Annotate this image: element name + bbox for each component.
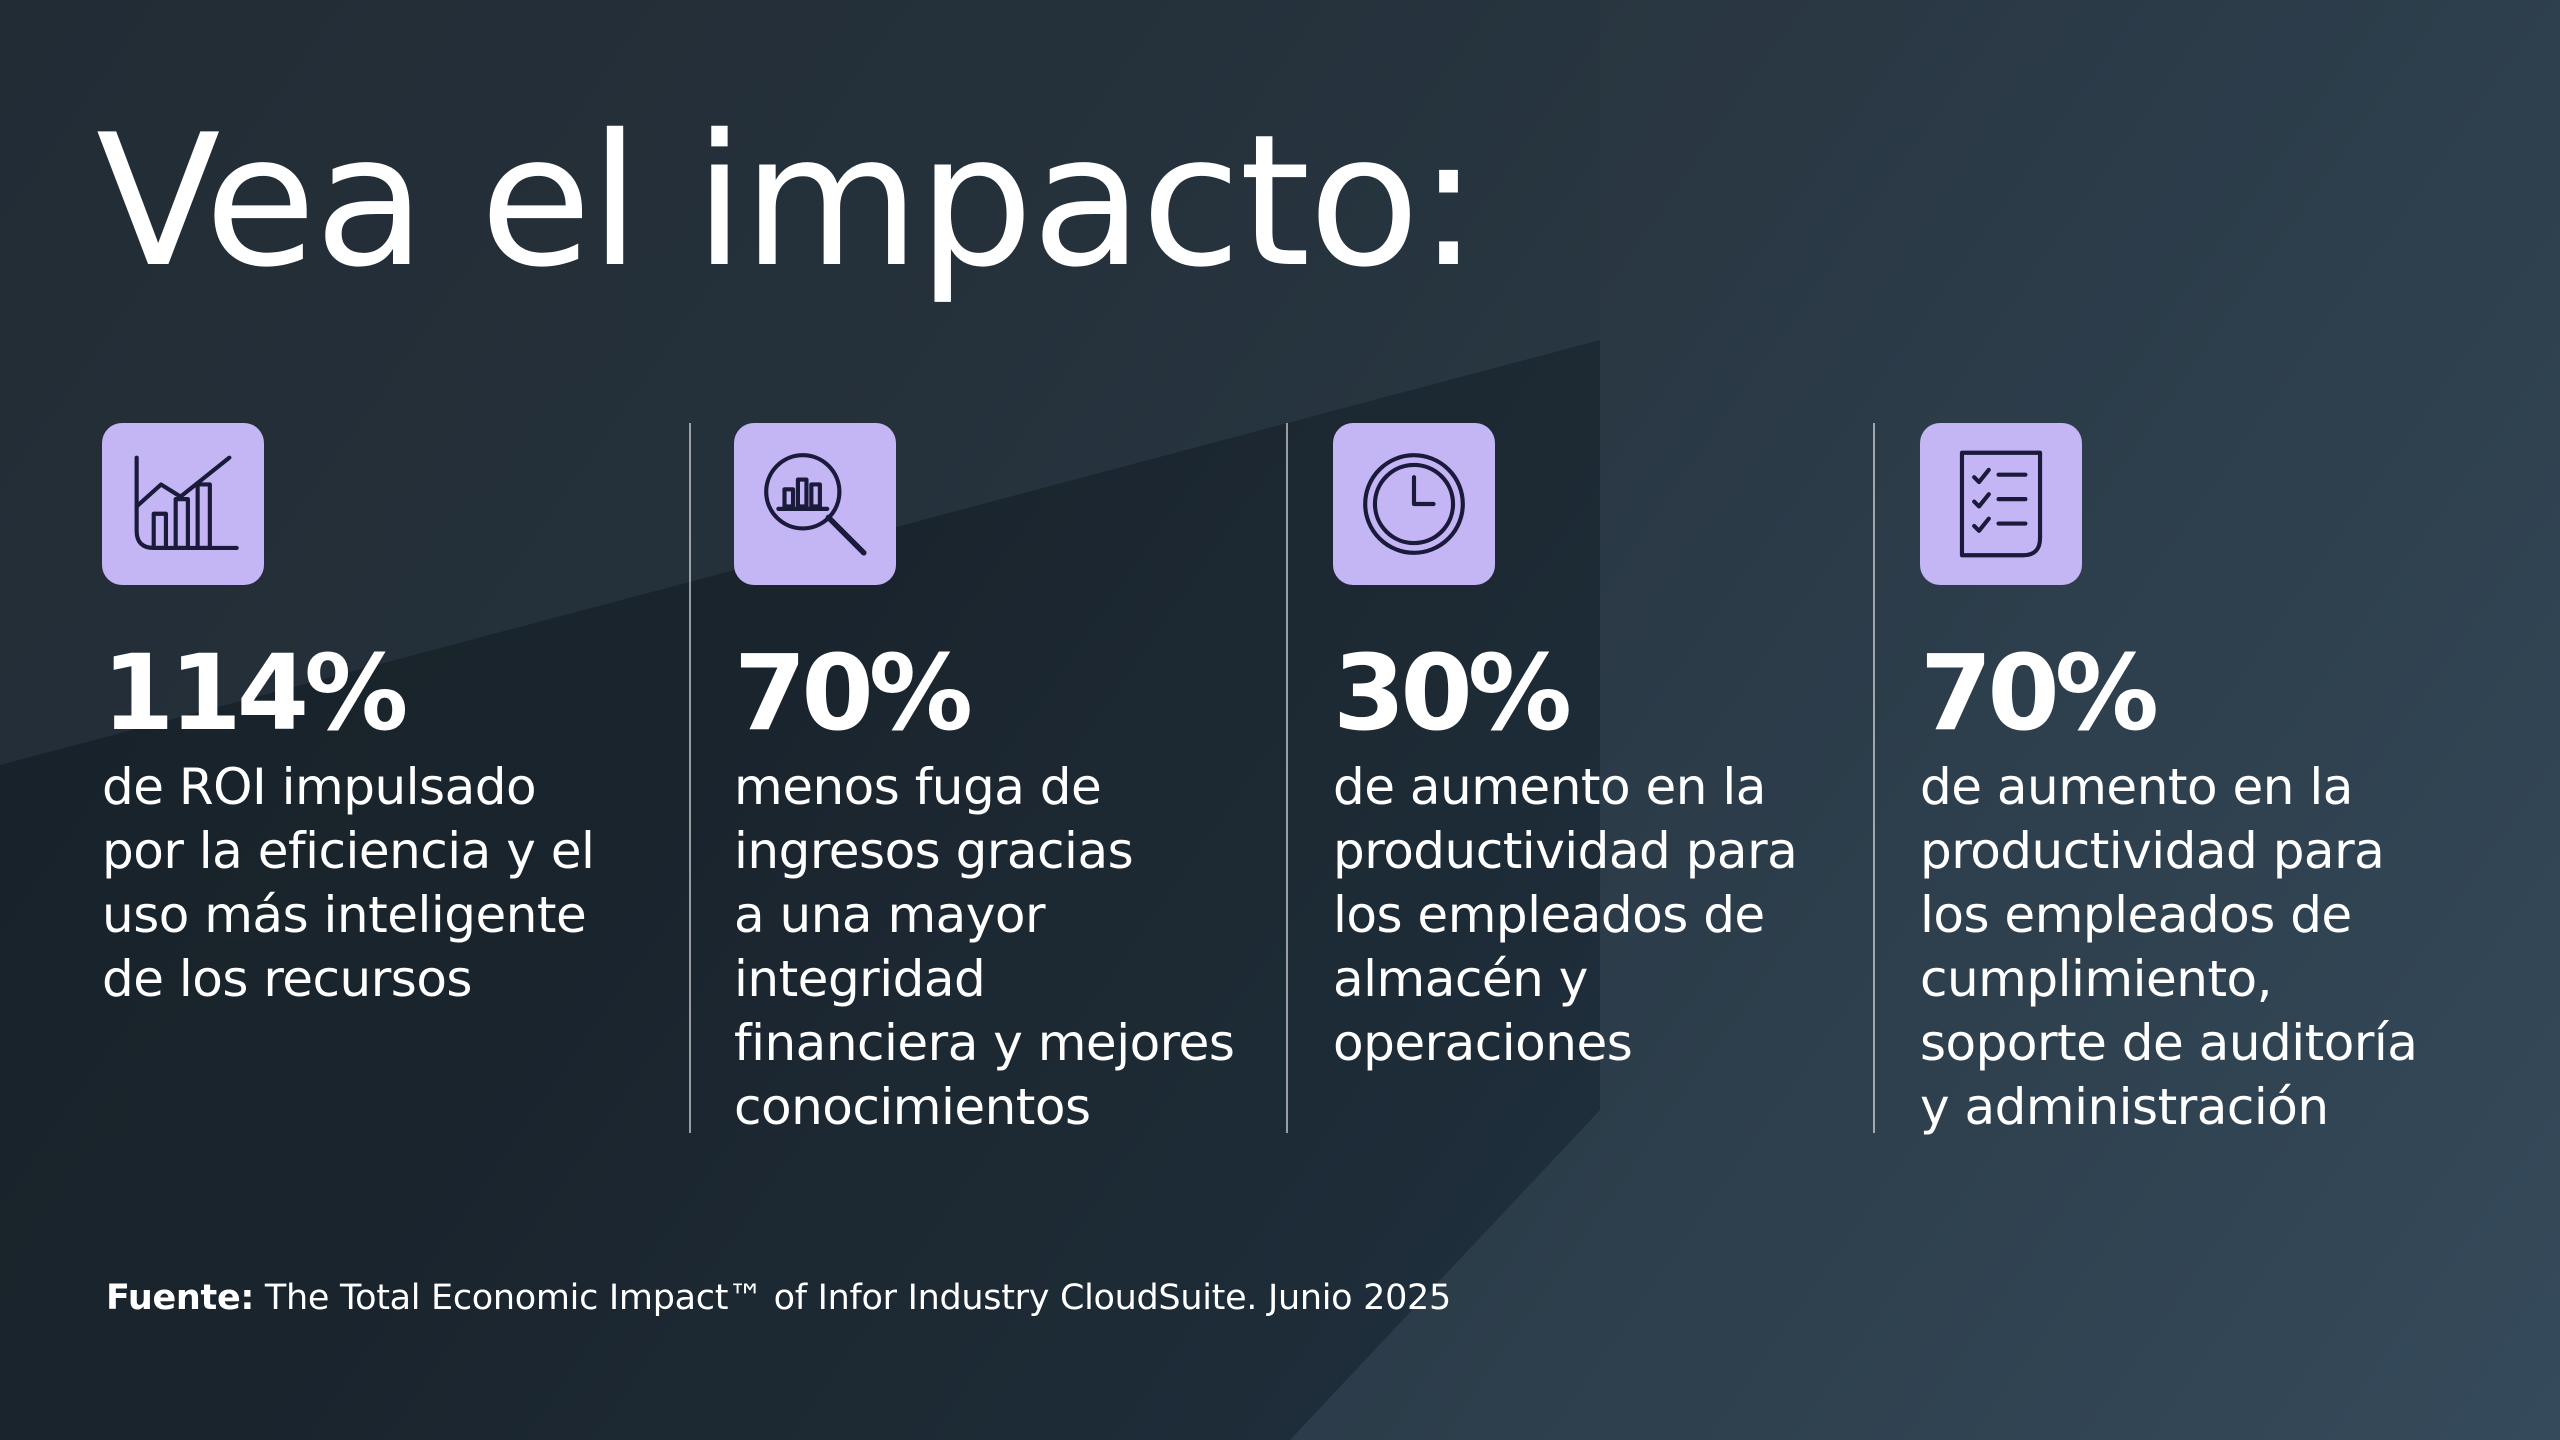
stat-value: 70%: [1920, 632, 2159, 754]
stat-description: de ROI impulsado por la eficiencia y el …: [102, 758, 595, 1008]
stat-value: 70%: [734, 632, 973, 754]
source-label: Fuente:: [106, 1278, 255, 1318]
column-divider: [1286, 423, 1288, 1133]
stat-description: menos fuga de ingresos gracias a una may…: [734, 758, 1235, 1136]
stat-card-revenue: 70% menos fuga de ingresos gracias a una…: [734, 423, 1294, 1139]
source-text: The Total Economic Impact™ of Infor Indu…: [254, 1278, 1451, 1318]
column-divider: [689, 423, 691, 1133]
stat-value: 30%: [1333, 632, 1572, 754]
stat-card-compliance: 70% de aumento en la productividad para …: [1920, 423, 2480, 1139]
stat-description: de aumento en la productividad para los …: [1920, 758, 2418, 1136]
growth-chart-icon: [102, 423, 264, 585]
column-divider: [1873, 423, 1875, 1133]
stat-description: de aumento en la productividad para los …: [1333, 758, 1798, 1072]
page-title: Vea el impacto:: [96, 95, 1479, 307]
stat-card-warehouse: 30% de aumento en la productividad para …: [1333, 423, 1873, 1075]
checklist-icon: [1920, 423, 2082, 585]
clock-icon: [1333, 423, 1495, 585]
stat-card-roi: 114% de ROI impulsado por la eficiencia …: [102, 423, 682, 1011]
stat-value: 114%: [102, 632, 408, 754]
source-citation: Fuente: The Total Economic Impact™ of In…: [106, 1278, 1451, 1318]
magnifier-chart-icon: [734, 423, 896, 585]
